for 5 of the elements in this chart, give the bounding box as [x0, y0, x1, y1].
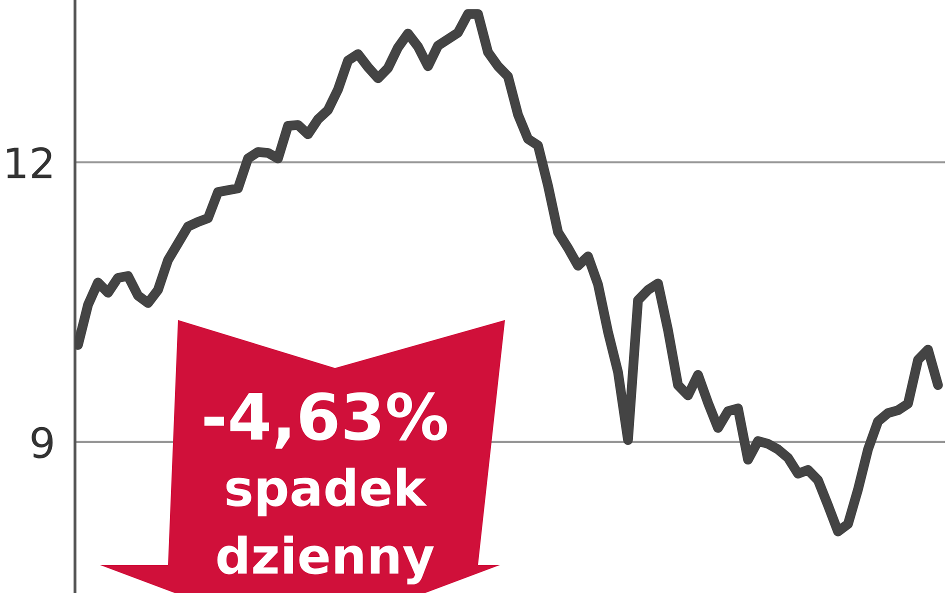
annotation: -4,63%	[204, 392, 448, 449]
annotation: dzienny	[217, 536, 434, 584]
annotation: spadek	[226, 468, 428, 516]
y-tick-label: 12	[7, 147, 52, 178]
y-tick-label: 9	[32, 426, 53, 458]
